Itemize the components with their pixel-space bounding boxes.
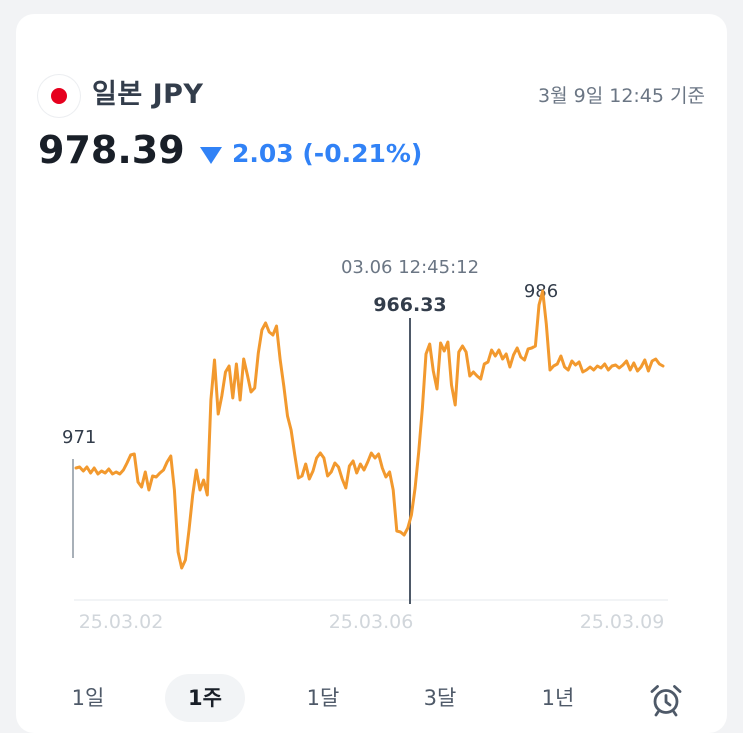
period-tabs: 1일 1주 1달 3달 1년 (0, 672, 743, 724)
x-tick-label: 25.03.06 (329, 611, 414, 633)
currency-name: 일본 JPY (92, 79, 204, 110)
start-value-label: 971 (62, 427, 96, 448)
series-line (74, 289, 665, 570)
max-value-label: 986 (524, 281, 558, 302)
x-tick-label: 25.03.09 (580, 611, 665, 633)
x-tick-label: 25.03.02 (79, 611, 164, 633)
tab-1-year[interactable]: 1년 (541, 686, 575, 710)
price-change-value: 2.03 (-0.21%) (232, 139, 423, 168)
tab-1-month[interactable]: 1달 (306, 686, 340, 710)
tab-1-week[interactable]: 1주 (165, 674, 245, 722)
current-price: 978.39 (38, 128, 185, 172)
exchange-rate-card (16, 14, 727, 733)
as-of-timestamp: 3월 9일 12:45 기준 (538, 85, 705, 107)
tab-1-day[interactable]: 1일 (71, 686, 105, 710)
japan-flag-icon (38, 75, 80, 117)
tab-3-months[interactable]: 3달 (423, 686, 457, 710)
down-arrow-icon (200, 146, 222, 164)
tooltip-value: 966.33 (373, 294, 446, 316)
alarm-clock-icon[interactable] (648, 682, 684, 718)
price-change: 2.03 (-0.21%) (200, 138, 422, 170)
tooltip-datetime: 03.06 12:45:12 (341, 257, 479, 278)
